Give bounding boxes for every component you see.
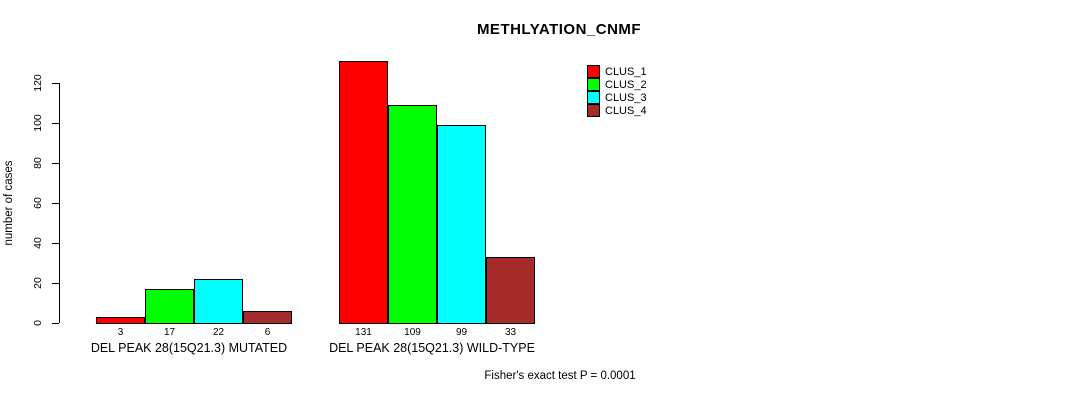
bar-clus_3-group1 <box>194 279 243 324</box>
bar-value-label: 109 <box>404 327 421 338</box>
bar-value-label: 131 <box>355 327 372 338</box>
fisher-test-annotation: Fisher's exact test P = 0.0001 <box>484 370 636 382</box>
y-axis-title: number of cases <box>3 160 15 246</box>
y-tick-label: 80 <box>32 157 44 169</box>
y-tick <box>52 283 59 284</box>
bar-clus_1-group1 <box>96 317 145 324</box>
y-tick <box>52 203 59 204</box>
y-tick-label: 60 <box>32 197 44 209</box>
legend-item-clus_1: CLUS_1 <box>587 65 647 78</box>
y-tick-label: 120 <box>32 74 44 92</box>
chart-title: METHLYATION_CNMF <box>476 21 642 38</box>
bar-value-label: 99 <box>455 327 468 338</box>
legend-item-clus_2: CLUS_2 <box>587 78 647 91</box>
group-label: DEL PEAK 28(15Q21.3) WILD-TYPE <box>329 341 535 355</box>
bar-clus_4-group1 <box>243 311 292 324</box>
legend-item-clus_3: CLUS_3 <box>587 91 647 104</box>
legend-item-clus_4: CLUS_4 <box>587 104 647 117</box>
y-tick-label: 100 <box>32 114 44 132</box>
bar-clus_1-group2 <box>339 61 388 324</box>
y-tick <box>52 123 59 124</box>
legend-label: CLUS_3 <box>605 91 647 104</box>
legend: CLUS_1 CLUS_2 CLUS_3 CLUS_4 <box>587 65 647 117</box>
y-tick <box>52 243 59 244</box>
legend-label: CLUS_1 <box>605 65 647 78</box>
bar-value-label: 17 <box>163 327 176 338</box>
bar-value-label: 33 <box>504 327 517 338</box>
group-label: DEL PEAK 28(15Q21.3) MUTATED <box>90 341 288 355</box>
legend-label: CLUS_4 <box>605 104 647 117</box>
bar-clus_2-group1 <box>145 289 194 324</box>
y-tick-label: 40 <box>32 237 44 249</box>
legend-label: CLUS_2 <box>605 78 647 91</box>
y-tick <box>52 83 59 84</box>
legend-swatch-icon <box>587 65 600 78</box>
y-tick <box>52 323 59 324</box>
bar-clus_3-group2 <box>437 125 486 324</box>
legend-swatch-icon <box>587 91 600 104</box>
y-tick-label: 0 <box>32 320 44 326</box>
y-tick-label: 20 <box>32 277 44 289</box>
y-tick <box>52 163 59 164</box>
bar-value-label: 6 <box>264 327 271 338</box>
y-axis-line <box>59 83 60 323</box>
bar-clus_4-group2 <box>486 257 535 324</box>
legend-swatch-icon <box>587 104 600 117</box>
bar-value-label: 3 <box>117 327 124 338</box>
legend-swatch-icon <box>587 78 600 91</box>
bar-clus_2-group2 <box>388 105 437 324</box>
bar-value-label: 22 <box>212 327 225 338</box>
